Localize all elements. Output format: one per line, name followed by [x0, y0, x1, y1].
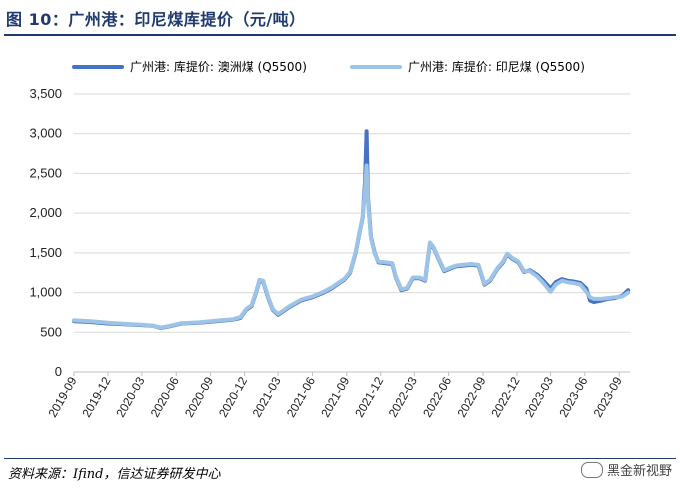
x-tick-label: 2020-12 [216, 374, 250, 419]
x-tick-label: 2023-06 [556, 374, 590, 419]
x-tick-label: 2021-03 [250, 374, 284, 419]
series-line-australia [72, 129, 631, 330]
x-tick-label: 2022-03 [386, 374, 420, 419]
y-tick-label: 2,500 [29, 165, 62, 180]
wechat-icon [580, 461, 603, 478]
watermark: 黑金新视野 [580, 460, 672, 479]
figure-title: 图 10：广州港：印尼煤库提价（元/吨） [6, 10, 306, 29]
x-tick-label: 2019-12 [79, 374, 113, 419]
y-tick-label: 2,000 [29, 205, 62, 220]
source-note: 资料来源：Ifind，信达证券研发中心 [8, 467, 221, 482]
watermark-text: 黑金新视野 [606, 464, 672, 479]
chart-legend: 广州港: 库提价: 澳洲煤 (Q5500) 广州港: 库提价: 印尼煤 (Q55… [0, 58, 680, 78]
x-tick-label: 2022-09 [454, 374, 488, 419]
legend-label-indonesia: 广州港: 库提价: 印尼煤 (Q5500) [408, 60, 585, 74]
legend-label-australia: 广州港: 库提价: 澳洲煤 (Q5500) [130, 60, 307, 74]
x-tick-label: 2023-03 [522, 374, 556, 419]
footer-rule [4, 458, 676, 459]
x-tick-label: 2020-09 [182, 374, 216, 419]
x-tick-label: 2020-03 [113, 374, 147, 419]
y-tick-label: 1,000 [29, 285, 62, 300]
legend-swatch-indonesia [350, 64, 402, 69]
y-tick-label: 1,500 [29, 245, 62, 260]
y-tick-label: 0 [55, 364, 62, 379]
y-tick-label: 500 [40, 324, 62, 339]
x-tick-label: 2023-09 [591, 374, 625, 419]
y-tick-label: 3,000 [29, 126, 62, 141]
y-tick-label: 3,500 [29, 86, 62, 101]
x-tick-label: 2021-09 [318, 374, 352, 419]
legend-swatch-australia [72, 64, 124, 69]
series-line-indonesia [72, 163, 631, 330]
title-rule [4, 34, 676, 36]
x-tick-label: 2019-09 [45, 374, 79, 419]
legend-item-australia: 广州港: 库提价: 澳洲煤 (Q5500) [72, 58, 307, 75]
legend-item-indonesia: 广州港: 库提价: 印尼煤 (Q5500) [350, 58, 585, 75]
x-tick-label: 2021-12 [352, 374, 386, 419]
x-tick-label: 2022-06 [420, 374, 454, 419]
x-tick-label: 2022-12 [488, 374, 522, 419]
x-tick-label: 2021-06 [284, 374, 318, 419]
x-tick-label: 2020-06 [148, 374, 182, 419]
